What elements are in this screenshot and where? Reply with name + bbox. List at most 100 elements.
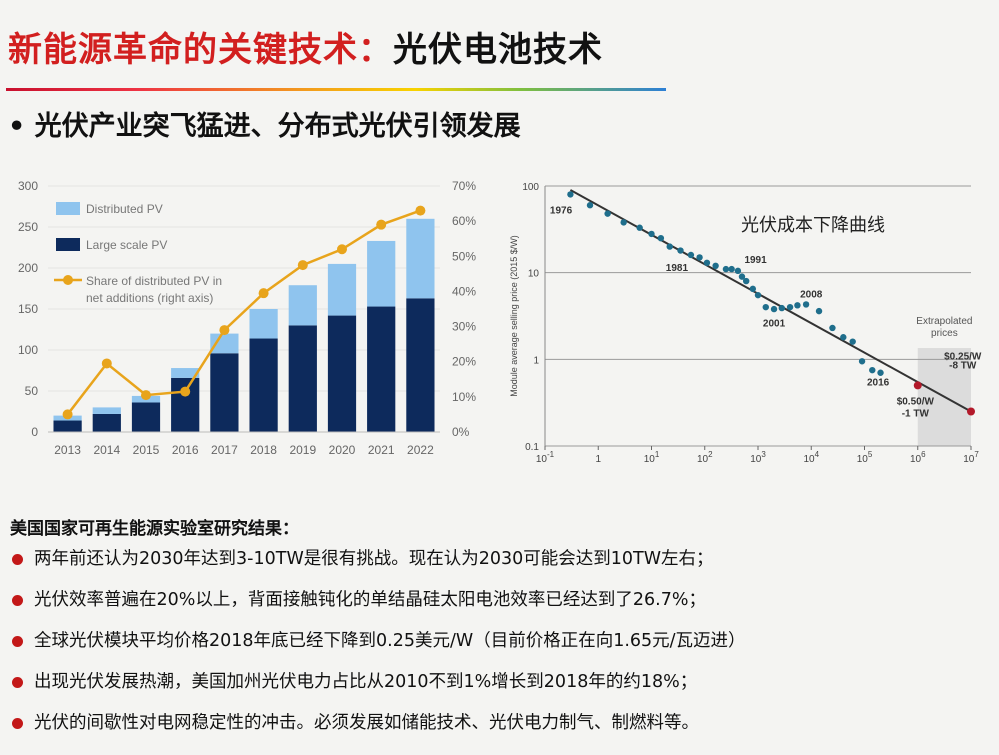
bullet-dot-icon: [12, 554, 23, 565]
price-point: [620, 219, 627, 226]
large-scale-bar: [210, 353, 239, 432]
annotation-label: 2016: [867, 377, 890, 388]
x-tick-label: 107: [963, 450, 979, 465]
price-point: [794, 302, 801, 309]
price-point: [802, 301, 810, 308]
legend-label: Large scale PV: [86, 238, 167, 252]
y-tick-label: 1: [533, 355, 539, 366]
y2-tick-label: 30%: [452, 320, 476, 334]
x-tick-label: 1: [595, 454, 601, 465]
price-point: [648, 230, 655, 238]
y-tick-label: 250: [18, 220, 38, 234]
page-title-dark: 光伏电池技术: [393, 30, 603, 70]
price-point: [657, 234, 665, 242]
x-tick-label: 104: [803, 450, 819, 465]
y2-tick-label: 60%: [452, 214, 476, 228]
large-scale-bar: [288, 325, 317, 432]
share-point: [62, 409, 73, 420]
title-divider: [6, 88, 666, 91]
list-item: 出现光伏发展热潮，美国加州光伏电力占比从2010不到1%增长到2018年的约18…: [10, 671, 746, 712]
x-tick-label: 103: [750, 450, 766, 465]
x-tick-label: 102: [697, 450, 713, 465]
large-scale-bar: [406, 298, 435, 432]
price-point: [666, 243, 673, 250]
price-point: [815, 307, 823, 315]
list-item-text: 全球光伏模块平均价格2018年底已经下降到0.25美元/W（目前价格正在向1.6…: [34, 631, 746, 651]
price-point: [586, 202, 594, 209]
annotation-label: 2001: [763, 318, 786, 329]
bullet-dot-icon: [12, 718, 23, 729]
x-tick-label: 2014: [93, 443, 120, 457]
x-tick-label: 105: [857, 450, 873, 465]
list-item-text: 光伏效率普遍在20%以上，背面接触钝化的单结晶硅太阳电池效率已经达到了26.7%…: [34, 590, 706, 610]
distributed-bar: [288, 285, 317, 326]
y2-tick-label: 40%: [452, 284, 476, 298]
list-item: 光伏的间歇性对电网稳定性的冲击。必须发展如储能技术、光伏电力制气、制燃料等。: [10, 712, 746, 753]
price-point: [696, 254, 703, 261]
legend-swatch-distributed: [56, 202, 80, 215]
x-tick-label: 2019: [289, 443, 316, 457]
extrapolated-label: Extrapolated: [916, 316, 972, 327]
annotation-label: 1991: [744, 255, 767, 266]
price-point: [728, 265, 735, 273]
annotation-label: 2008: [800, 289, 823, 300]
x-tick-label: 2021: [368, 443, 395, 457]
large-scale-bar: [327, 315, 357, 432]
price-point: [722, 265, 730, 273]
subtitle: • 光伏产业突飞猛进、分布式光伏引领发展: [8, 111, 521, 142]
y-tick-label: 100: [522, 182, 539, 193]
price-point: [858, 358, 866, 365]
section-heading: 美国国家可再生能源实验室研究结果：: [10, 519, 299, 539]
distributed-bar: [210, 333, 239, 354]
x-tick-label: 2016: [172, 443, 199, 457]
price-point: [712, 262, 719, 270]
price-point: [636, 224, 643, 231]
share-point: [415, 205, 426, 216]
share-point: [337, 244, 347, 255]
list-item: 全球光伏模块平均价格2018年底已经下降到0.25美元/W（目前价格正在向1.6…: [10, 630, 746, 671]
distributed-bar: [92, 407, 121, 414]
y-tick-label: 200: [18, 261, 38, 275]
x-tick-label: 2015: [133, 443, 160, 457]
distributed-bar: [327, 263, 357, 316]
chart-note: 光伏成本下降曲线: [741, 215, 885, 236]
price-point: [829, 324, 836, 332]
share-point: [297, 260, 308, 271]
distributed-bar: [367, 240, 396, 307]
y-axis-label: Module average selling price (2015 $/W): [509, 235, 519, 397]
y2-tick-label: 0%: [452, 425, 470, 439]
extrapolated-point: [967, 407, 975, 416]
y2-tick-label: 50%: [452, 249, 476, 263]
price-point: [778, 304, 786, 312]
price-point: [734, 267, 742, 275]
price-point: [687, 251, 695, 259]
x-tick-label: 101: [644, 450, 660, 465]
price-point: [703, 259, 711, 266]
price-point: [742, 277, 750, 285]
x-tick-label: 2013: [54, 443, 81, 457]
y2-tick-label: 10%: [452, 390, 476, 404]
legend-label: Distributed PV: [86, 202, 163, 216]
price-point: [604, 210, 611, 217]
y-tick-label: 0: [31, 425, 38, 439]
distributed-bar: [171, 368, 200, 378]
distributed-bar: [406, 218, 435, 299]
price-point: [849, 338, 856, 345]
bullet-dot-icon: [12, 677, 23, 688]
annotation-label: -8 TW: [949, 361, 977, 372]
share-line: [66, 209, 421, 416]
list-item-text: 出现光伏发展热潮，美国加州光伏电力占比从2010不到1%增长到2018年的约18…: [34, 672, 698, 692]
annotation-label: $0.50/W: [897, 397, 935, 408]
x-tick-label: 2018: [250, 443, 277, 457]
large-scale-bar: [249, 338, 278, 432]
x-tick-label: 106: [910, 450, 926, 465]
large-scale-bar: [53, 420, 82, 432]
annotation-label: -1 TW: [902, 408, 930, 419]
bullet-dot-icon: [12, 636, 23, 647]
share-point: [376, 219, 387, 230]
list-item-text: 光伏的间歇性对电网稳定性的冲击。必须发展如储能技术、光伏电力制气、制燃料等。: [34, 713, 699, 733]
price-point: [738, 273, 746, 280]
legend-label: net additions (right axis): [86, 291, 213, 305]
legend-swatch-share-point: [63, 275, 73, 285]
